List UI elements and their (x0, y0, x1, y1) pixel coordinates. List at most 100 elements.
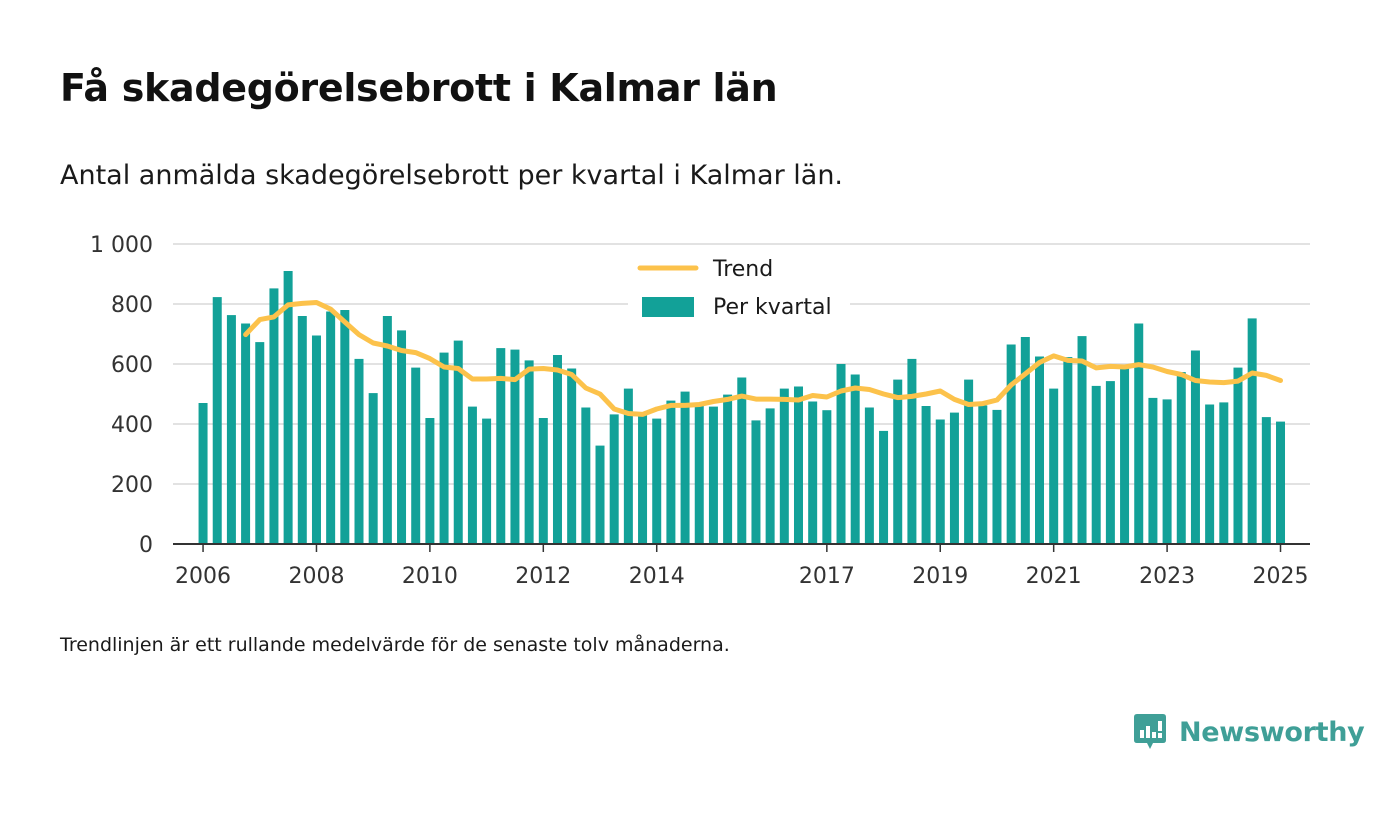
bar (836, 364, 846, 544)
bar (198, 403, 208, 544)
bar (921, 406, 931, 544)
bar (1049, 388, 1059, 544)
bar (255, 342, 265, 544)
bar (1148, 397, 1158, 544)
bar (1006, 344, 1016, 544)
bar (879, 430, 889, 544)
y-tick-label: 200 (111, 473, 153, 498)
bar (864, 407, 874, 544)
bar (850, 374, 860, 544)
bar (283, 271, 293, 544)
bar (1162, 399, 1172, 544)
bar (808, 401, 818, 544)
bar (708, 406, 718, 544)
bar (439, 352, 449, 544)
bar (453, 340, 463, 544)
bar (751, 420, 761, 544)
bar (510, 349, 520, 544)
bar (765, 408, 775, 544)
trend-series (243, 300, 1283, 417)
bar (978, 405, 988, 544)
bar (496, 348, 506, 544)
bar (964, 379, 974, 544)
brand[interactable]: Newsworthy (1133, 712, 1365, 752)
bar (723, 394, 733, 544)
bar (1035, 356, 1045, 544)
bar (226, 315, 236, 544)
bar (1020, 337, 1030, 544)
bar (1219, 402, 1229, 544)
bar (326, 311, 336, 544)
x-tick-label: 2023 (1139, 564, 1195, 589)
bar (1105, 381, 1115, 544)
bar (425, 418, 435, 544)
bar (1247, 318, 1257, 544)
page-title: Få skadegörelsebrott i Kalmar län (60, 66, 778, 110)
bar-series-per-kvartal (198, 271, 1286, 544)
x-tick-label: 2006 (175, 564, 231, 589)
bar (368, 393, 378, 544)
bar (595, 445, 605, 544)
x-axis: 2006 2008 2010 2012 2014 2017 2019 2021 2023 2025 (173, 543, 1310, 589)
y-tick-label: 600 (111, 353, 153, 378)
y-tick-label: 400 (111, 413, 153, 438)
x-tick-label: 2021 (1026, 564, 1082, 589)
bar (467, 406, 477, 544)
brand-name: Newsworthy (1179, 716, 1365, 748)
y-tick-label: 0 (139, 533, 153, 558)
bar (793, 386, 803, 544)
x-tick-label: 2012 (515, 564, 571, 589)
bar (212, 297, 222, 544)
bar (893, 379, 903, 544)
bar (552, 355, 562, 544)
bar (538, 418, 548, 544)
y-tick-label: 800 (111, 293, 153, 318)
legend-per-kvartal-swatch (642, 297, 694, 317)
x-tick-label: 2017 (799, 564, 855, 589)
x-tick-label: 2008 (288, 564, 344, 589)
bar (382, 316, 392, 544)
bar (623, 388, 633, 544)
legend-trend-label: Trend (712, 257, 773, 282)
bar (1091, 385, 1101, 544)
bar (1134, 323, 1144, 544)
bar (297, 316, 307, 544)
footnote: Trendlinjen är ett rullande medelvärde f… (60, 634, 730, 656)
bar (1077, 336, 1087, 544)
bar (524, 360, 534, 544)
bar (567, 368, 577, 544)
bar (311, 335, 321, 544)
x-tick-label: 2025 (1253, 564, 1309, 589)
legend-per-kvartal-label: Per kvartal (713, 295, 832, 320)
y-axis-tick-labels: 0 200 400 600 800 1 000 (90, 233, 153, 558)
bar (609, 414, 619, 544)
bar (482, 418, 492, 544)
x-tick-label: 2014 (629, 564, 685, 589)
bar (241, 323, 251, 544)
bar (779, 388, 789, 544)
bar (411, 367, 421, 544)
bar (737, 377, 747, 544)
bar (340, 310, 350, 544)
page-subtitle: Antal anmälda skadegörelsebrott per kvar… (60, 160, 844, 191)
bar (1276, 421, 1286, 544)
bar (694, 405, 704, 544)
bar (1261, 417, 1271, 544)
bar (397, 330, 407, 544)
bar (581, 407, 591, 544)
x-tick-label: 2019 (912, 564, 968, 589)
bar (652, 418, 662, 544)
bar (935, 419, 945, 544)
bar (1233, 367, 1243, 544)
bar (1176, 372, 1186, 544)
bar (354, 358, 364, 544)
bar (1205, 404, 1215, 544)
trend-line (243, 300, 1283, 417)
bar (680, 391, 690, 544)
bar (1120, 366, 1130, 544)
bar (1063, 357, 1073, 544)
bar (907, 358, 917, 544)
bar (269, 288, 279, 544)
bar (949, 412, 959, 544)
